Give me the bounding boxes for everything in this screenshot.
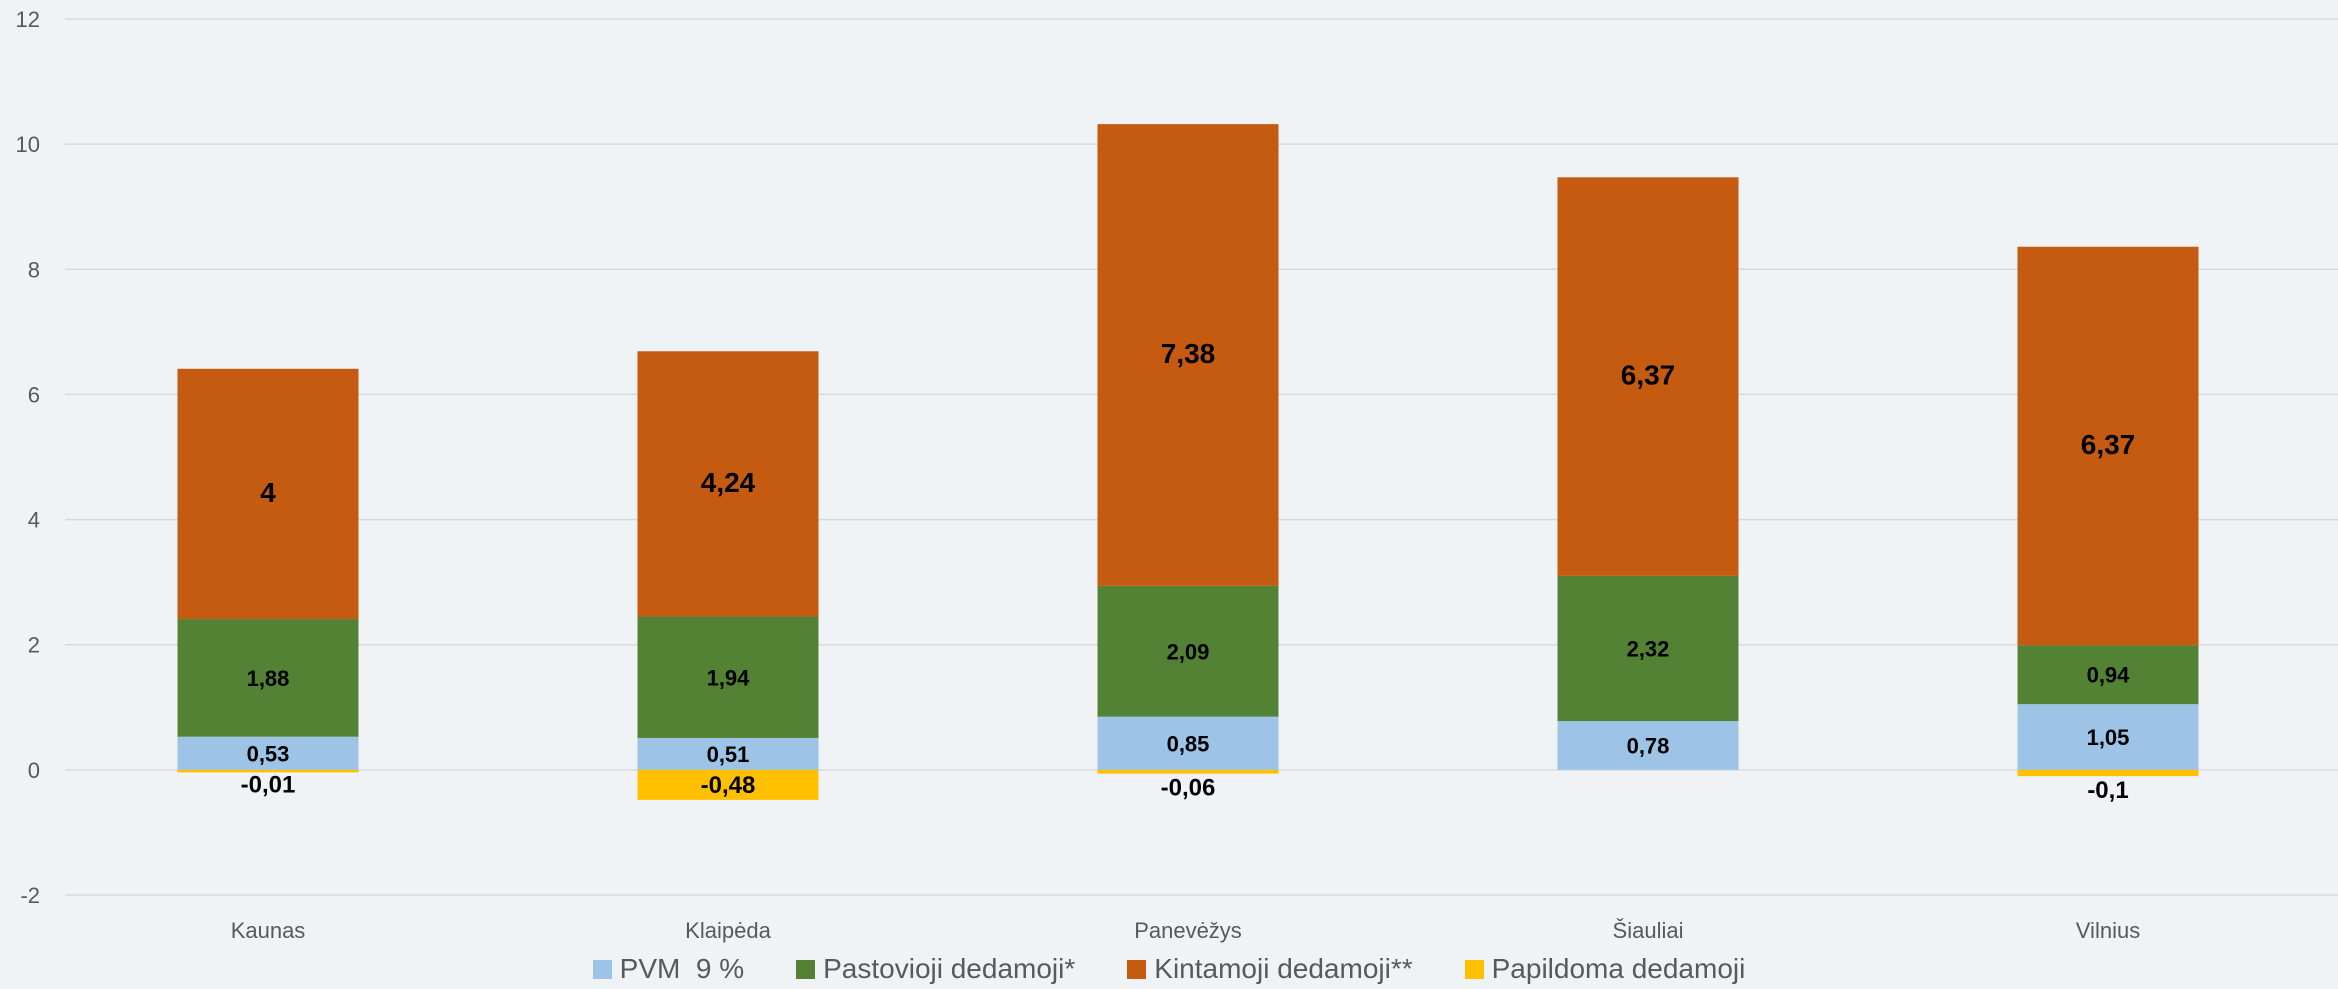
y-tick-label: 12	[16, 7, 40, 32]
bar-segment	[1097, 769, 1279, 774]
data-label: 0,85	[1167, 731, 1210, 756]
bar-segment	[1097, 124, 1279, 586]
y-tick-label: 0	[28, 758, 40, 783]
legend-label: Kintamoji dedamoji**	[1154, 953, 1413, 984]
data-label: 2,09	[1167, 639, 1210, 664]
bar-segment	[637, 616, 819, 738]
legend-item: Kintamoji dedamoji**	[1127, 953, 1413, 985]
bar-segment	[1557, 575, 1739, 722]
category-label: Kaunas	[231, 918, 306, 943]
y-tick-label: 2	[28, 633, 40, 658]
data-label: 0,78	[1627, 733, 1670, 758]
bar-segment	[177, 769, 359, 773]
category-label: Šiauliai	[1613, 918, 1684, 943]
bar-segment	[1557, 721, 1739, 770]
data-label: 0,94	[2087, 663, 2131, 688]
y-tick-label: 10	[16, 132, 40, 157]
data-label: 1,05	[2087, 725, 2130, 750]
legend-swatch	[1464, 959, 1484, 979]
y-tick-label: 4	[28, 508, 40, 533]
data-label: 2,32	[1627, 636, 1670, 661]
data-label: 4	[260, 477, 276, 508]
data-label: 7,38	[1161, 338, 1216, 369]
bar-segment	[177, 368, 359, 620]
bar-segment	[2017, 769, 2199, 777]
stacked-bar-chart: -2 0 2 4 6 8 10 12 0,53 1,88 4 -0,01 0,51 1,94 4,24 -0…	[16, 7, 2338, 943]
legend-label: PVM 9 %	[619, 953, 745, 984]
bar-segment	[637, 769, 819, 800]
category-label: Klaipėda	[685, 918, 771, 943]
legend-swatch	[1127, 959, 1147, 979]
bar-segment	[177, 736, 359, 770]
legend-item: Pastovioji dedamoji*	[796, 953, 1075, 985]
bar-segment	[177, 619, 359, 737]
data-label: -0,1	[2087, 777, 2128, 804]
bar-segment	[2017, 704, 2199, 770]
bar-segment	[1557, 177, 1739, 576]
legend-item: Papildoma dedamoji	[1464, 953, 1746, 985]
category-label: Vilnius	[2076, 918, 2140, 943]
legend-swatch	[592, 959, 612, 979]
bar-segment	[1097, 716, 1279, 770]
y-axis: -2 0 2 4 6 8 10 12	[16, 7, 40, 908]
bars	[177, 124, 2199, 800]
category-label: Panevėžys	[1134, 918, 1242, 943]
legend: PVM 9 % Pastovioji dedamoji* Kintamoji ded…	[0, 950, 2338, 988]
data-label: 1,94	[707, 665, 751, 690]
y-tick-label: 8	[28, 257, 40, 282]
bar-segment	[2017, 645, 2199, 705]
bar-segment	[1097, 585, 1279, 717]
data-label: -0,06	[1161, 775, 1216, 802]
data-label: 4,24	[701, 467, 756, 498]
data-label: 0,51	[707, 742, 750, 767]
data-label: 0,53	[247, 741, 290, 766]
y-tick-label: 6	[28, 382, 40, 407]
legend-item: PVM 9 %	[592, 953, 745, 985]
legend-label: Papildoma dedamoji	[1491, 953, 1746, 984]
data-label: 6,37	[2081, 429, 2136, 460]
legend-swatch	[796, 959, 816, 979]
data-label: 1,88	[247, 666, 290, 691]
bar-segment	[637, 351, 819, 617]
bar-segment	[637, 737, 819, 770]
data-labels: 0,53 1,88 4 -0,01 0,51 1,94 4,24 -0,48 0,85 2,09 7…	[241, 338, 2136, 804]
data-label: 6,37	[1621, 360, 1676, 391]
x-axis: Kaunas Klaipėda Panevėžys Šiauliai Vilnius	[231, 918, 2141, 943]
data-label: -0,01	[241, 771, 296, 798]
data-label: -0,48	[701, 772, 756, 799]
legend-label: Pastovioji dedamoji*	[823, 953, 1076, 984]
y-tick-label: -2	[20, 883, 40, 908]
bar-segment	[2017, 246, 2199, 646]
